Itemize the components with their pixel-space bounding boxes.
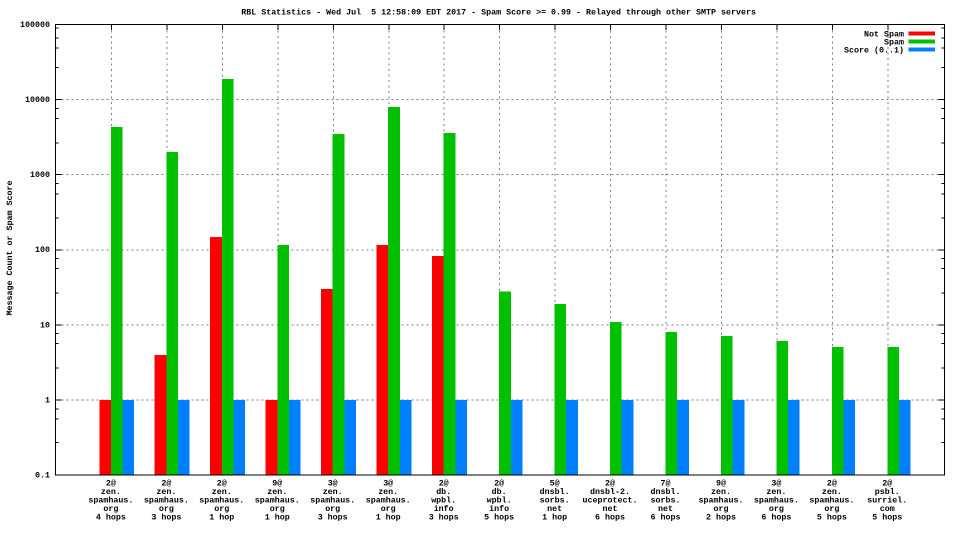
- svg-text:org: org: [159, 504, 174, 514]
- svg-text:org: org: [270, 504, 285, 514]
- svg-text:3@: 3@: [383, 479, 393, 489]
- svg-text:spamhaus.: spamhaus.: [88, 496, 133, 506]
- svg-text:1 hop: 1 hop: [376, 513, 401, 523]
- svg-text:dnsbl.: dnsbl.: [540, 487, 570, 497]
- svg-text:100: 100: [35, 245, 50, 255]
- svg-text:spamhaus.: spamhaus.: [255, 496, 300, 506]
- svg-text:6 hops: 6 hops: [761, 513, 791, 523]
- svg-text:1: 1: [45, 396, 50, 406]
- svg-text:2@: 2@: [882, 479, 892, 489]
- svg-text:1000: 1000: [30, 170, 50, 180]
- svg-text:zen.: zen.: [267, 487, 287, 497]
- svg-text:com: com: [880, 504, 895, 514]
- svg-text:spamhaus.: spamhaus.: [310, 496, 355, 506]
- svg-text:net: net: [547, 504, 562, 514]
- svg-text:uceprotect.: uceprotect.: [583, 496, 638, 506]
- svg-text:1 hop: 1 hop: [542, 513, 567, 523]
- svg-text:dnsbl-2.: dnsbl-2.: [590, 487, 630, 497]
- svg-text:wpbl.: wpbl.: [431, 496, 456, 506]
- svg-text:2@: 2@: [827, 479, 837, 489]
- svg-text:2@: 2@: [494, 479, 504, 489]
- svg-text:6 hops: 6 hops: [595, 513, 625, 523]
- svg-text:3 hops: 3 hops: [429, 513, 459, 523]
- svg-text:net: net: [658, 504, 673, 514]
- svg-text:3@: 3@: [771, 479, 781, 489]
- svg-text:psbl.: psbl.: [875, 487, 900, 497]
- svg-text:10000: 10000: [25, 95, 50, 105]
- svg-text:2 hops: 2 hops: [706, 513, 736, 523]
- svg-text:zen.: zen.: [323, 487, 343, 497]
- svg-text:info: info: [434, 504, 454, 514]
- svg-text:5 hops: 5 hops: [872, 513, 902, 523]
- svg-text:7@: 7@: [661, 479, 671, 489]
- svg-text:surriel.: surriel.: [867, 496, 907, 506]
- svg-text:1 hop: 1 hop: [265, 513, 290, 523]
- svg-text:Score (0..1): Score (0..1): [844, 46, 904, 56]
- svg-text:org: org: [103, 504, 118, 514]
- svg-text:net: net: [603, 504, 618, 514]
- svg-text:RBL Statistics - Wed Jul 5 12: RBL Statistics - Wed Jul 5 12:58:09 EDT …: [241, 8, 756, 18]
- svg-text:spamhaus.: spamhaus.: [809, 496, 854, 506]
- svg-text:org: org: [214, 504, 229, 514]
- svg-text:6 hops: 6 hops: [651, 513, 681, 523]
- svg-text:org: org: [769, 504, 784, 514]
- svg-text:2@: 2@: [605, 479, 615, 489]
- svg-text:db.: db.: [492, 487, 507, 497]
- svg-text:Message Count or Spam Score: Message Count or Spam Score: [5, 181, 15, 316]
- svg-text:5 hops: 5 hops: [817, 513, 847, 523]
- svg-text:spamhaus.: spamhaus.: [144, 496, 189, 506]
- svg-text:org: org: [714, 504, 729, 514]
- svg-text:9@: 9@: [272, 479, 282, 489]
- svg-text:sorbs.: sorbs.: [540, 496, 570, 506]
- svg-text:zen.: zen.: [766, 487, 786, 497]
- svg-text:3@: 3@: [328, 479, 338, 489]
- svg-text:Not Spam: Not Spam: [864, 29, 904, 39]
- svg-text:wpbl.: wpbl.: [487, 496, 512, 506]
- svg-text:spamhaus.: spamhaus.: [699, 496, 744, 506]
- svg-text:2@: 2@: [161, 479, 171, 489]
- svg-text:1 hop: 1 hop: [209, 513, 234, 523]
- svg-text:2@: 2@: [217, 479, 227, 489]
- svg-text:zen.: zen.: [156, 487, 176, 497]
- svg-text:zen.: zen.: [711, 487, 731, 497]
- svg-text:3 hops: 3 hops: [318, 513, 348, 523]
- svg-text:org: org: [325, 504, 340, 514]
- svg-text:5 hops: 5 hops: [484, 513, 514, 523]
- svg-text:zen.: zen.: [101, 487, 121, 497]
- svg-text:zen.: zen.: [822, 487, 842, 497]
- svg-text:3 hops: 3 hops: [151, 513, 181, 523]
- svg-text:spamhaus.: spamhaus.: [754, 496, 799, 506]
- svg-text:2@: 2@: [439, 479, 449, 489]
- svg-text:5@: 5@: [550, 479, 560, 489]
- svg-text:2@: 2@: [106, 479, 116, 489]
- svg-text:100000: 100000: [20, 20, 50, 30]
- svg-text:Spam: Spam: [884, 37, 904, 47]
- svg-text:dnsbl.: dnsbl.: [651, 487, 681, 497]
- svg-text:sorbs.: sorbs.: [651, 496, 681, 506]
- svg-text:org: org: [824, 504, 839, 514]
- svg-text:zen.: zen.: [378, 487, 398, 497]
- svg-text:db.: db.: [436, 487, 451, 497]
- svg-text:4 hops: 4 hops: [96, 513, 126, 523]
- svg-text:spamhaus.: spamhaus.: [366, 496, 411, 506]
- svg-text:0.1: 0.1: [35, 471, 50, 481]
- svg-text:9@: 9@: [716, 479, 726, 489]
- svg-text:org: org: [381, 504, 396, 514]
- svg-text:zen.: zen.: [212, 487, 232, 497]
- svg-text:info: info: [489, 504, 509, 514]
- svg-text:spamhaus.: spamhaus.: [199, 496, 244, 506]
- svg-text:10: 10: [40, 320, 50, 330]
